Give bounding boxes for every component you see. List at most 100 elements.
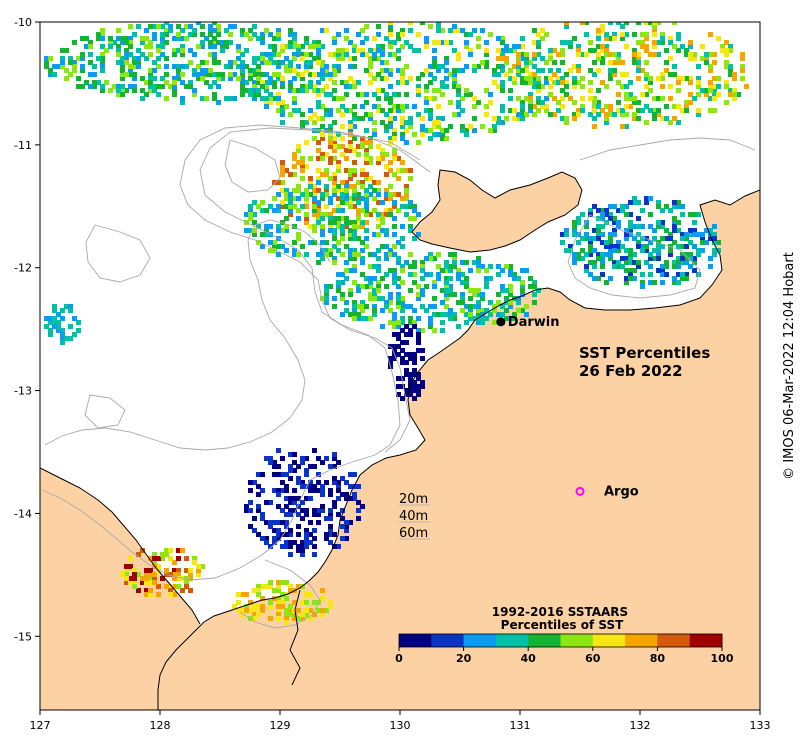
sst-pixel bbox=[276, 192, 281, 197]
sst-pixel bbox=[272, 208, 277, 213]
sst-pixel bbox=[336, 108, 341, 113]
sst-pixel bbox=[624, 92, 629, 97]
sst-pixel bbox=[596, 16, 601, 21]
sst-pixel bbox=[120, 60, 125, 65]
sst-pixel bbox=[632, 196, 637, 201]
sst-pixel bbox=[424, 272, 429, 277]
sst-pixel bbox=[364, 172, 369, 177]
sst-pixel bbox=[696, 252, 701, 257]
sst-pixel bbox=[464, 260, 469, 265]
sst-pixel bbox=[372, 92, 377, 97]
sst-pixel bbox=[264, 72, 269, 77]
sst-pixel bbox=[320, 216, 325, 221]
sst-pixel bbox=[348, 168, 353, 173]
sst-pixel bbox=[292, 100, 297, 105]
sst-pixel bbox=[328, 516, 333, 521]
sst-pixel bbox=[648, 252, 653, 257]
sst-pixel bbox=[376, 248, 381, 253]
sst-pixel bbox=[60, 60, 65, 65]
sst-pixel bbox=[400, 320, 405, 325]
sst-pixel bbox=[100, 52, 105, 57]
sst-pixel bbox=[660, 280, 665, 285]
sst-pixel bbox=[644, 200, 649, 205]
sst-pixel bbox=[428, 64, 433, 69]
sst-pixel bbox=[376, 160, 381, 165]
sst-pixel bbox=[392, 52, 397, 57]
sst-pixel bbox=[536, 32, 541, 37]
sst-pixel bbox=[304, 512, 309, 517]
sst-pixel bbox=[72, 332, 77, 337]
sst-pixel bbox=[300, 616, 305, 621]
sst-pixel bbox=[680, 232, 685, 237]
sst-pixel bbox=[144, 36, 149, 41]
sst-pixel bbox=[624, 228, 629, 233]
sst-pixel bbox=[420, 348, 425, 353]
sst-pixel bbox=[392, 116, 397, 121]
sst-pixel bbox=[308, 496, 313, 501]
isobath-east-bay bbox=[567, 214, 701, 299]
sst-pixel bbox=[528, 284, 533, 289]
sst-pixel bbox=[712, 252, 717, 257]
sst-pixel bbox=[604, 44, 609, 49]
sst-pixel bbox=[600, 28, 605, 33]
sst-pixel bbox=[276, 108, 281, 113]
sst-pixel bbox=[568, 44, 573, 49]
sst-pixel bbox=[160, 40, 165, 45]
sst-pixel bbox=[440, 268, 445, 273]
sst-pixel bbox=[340, 508, 345, 513]
sst-pixel bbox=[124, 48, 129, 53]
sst-pixel bbox=[304, 52, 309, 57]
sst-pixel bbox=[296, 208, 301, 213]
legend-color-swatch bbox=[657, 634, 691, 647]
sst-pixel bbox=[396, 276, 401, 281]
sst-pixel bbox=[220, 72, 225, 77]
sst-pixel bbox=[264, 28, 269, 33]
isobath-20m bbox=[179, 124, 431, 453]
sst-pixel bbox=[404, 188, 409, 193]
sst-pixel bbox=[68, 56, 73, 61]
sst-pixel bbox=[320, 156, 325, 161]
sst-pixel bbox=[144, 28, 149, 33]
sst-pixel bbox=[252, 56, 257, 61]
sst-pixel bbox=[204, 68, 209, 73]
sst-pixel bbox=[416, 348, 421, 353]
sst-pixel bbox=[452, 72, 457, 77]
sst-pixel bbox=[596, 224, 601, 229]
sst-pixel bbox=[456, 300, 461, 305]
sst-pixel bbox=[400, 308, 405, 313]
sst-pixel bbox=[324, 172, 329, 177]
sst-pixel bbox=[252, 608, 257, 613]
sst-pixel bbox=[532, 56, 537, 61]
sst-pixel bbox=[288, 32, 293, 37]
sst-pixel bbox=[172, 560, 177, 565]
sst-pixel bbox=[208, 72, 213, 77]
sst-pixel bbox=[348, 184, 353, 189]
sst-pixel bbox=[688, 80, 693, 85]
sst-pixel bbox=[468, 308, 473, 313]
sst-pixel bbox=[616, 240, 621, 245]
sst-pixel bbox=[72, 60, 77, 65]
sst-pixel bbox=[296, 608, 301, 613]
sst-pixel bbox=[368, 60, 373, 65]
sst-pixel bbox=[464, 284, 469, 289]
sst-pixel bbox=[344, 244, 349, 249]
sst-pixel bbox=[544, 108, 549, 113]
sst-pixel bbox=[248, 600, 253, 605]
sst-pixel bbox=[616, 56, 621, 61]
sst-pixel bbox=[256, 588, 261, 593]
sst-pixel bbox=[400, 304, 405, 309]
sst-pixel bbox=[276, 600, 281, 605]
legend-tick-label: 40 bbox=[521, 652, 537, 665]
sst-pixel bbox=[248, 228, 253, 233]
sst-pixel bbox=[316, 216, 321, 221]
sst-pixel bbox=[632, 60, 637, 65]
sst-pixel bbox=[96, 36, 101, 41]
sst-pixel bbox=[320, 172, 325, 177]
sst-pixel bbox=[284, 596, 289, 601]
sst-pixel bbox=[408, 200, 413, 205]
sst-pixel bbox=[392, 244, 397, 249]
sst-pixel bbox=[288, 512, 293, 517]
sst-pixel bbox=[160, 556, 165, 561]
sst-pixel bbox=[284, 188, 289, 193]
sst-pixel bbox=[348, 232, 353, 237]
